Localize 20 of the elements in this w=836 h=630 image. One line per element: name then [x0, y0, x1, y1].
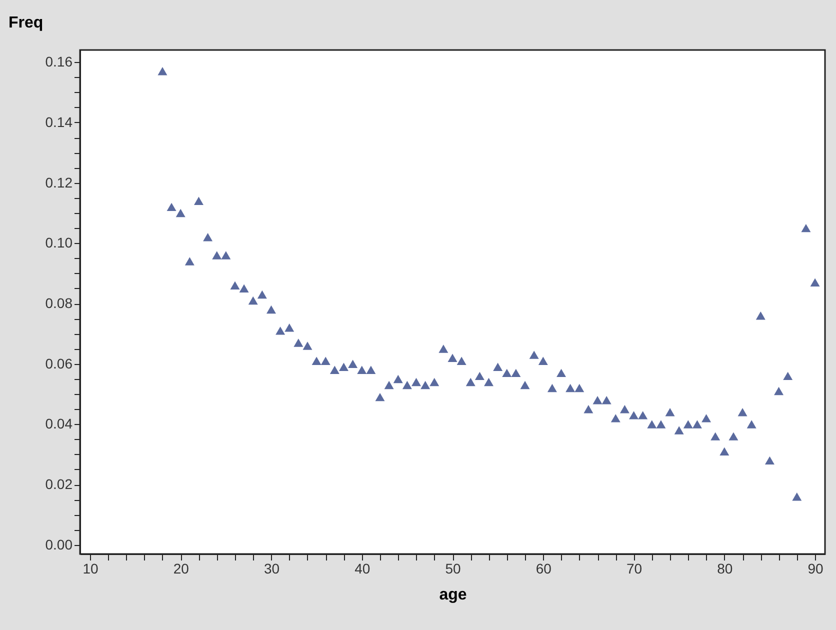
y-tick-label: 0.12	[45, 174, 73, 190]
x-tick-label: 50	[445, 560, 461, 576]
x-tick-label: 90	[808, 560, 824, 576]
x-tick-label: 60	[536, 560, 552, 576]
y-tick-label: 0.10	[45, 234, 73, 251]
y-tick-label: 0.08	[45, 295, 73, 312]
x-tick-label: 30	[264, 560, 280, 576]
x-tick-label: 20	[173, 560, 190, 576]
y-tick-label: 0.04	[45, 416, 73, 432]
x-tick-label: 10	[82, 560, 98, 576]
y-tick-label: 0.16	[45, 54, 73, 70]
y-tick-label: 0.14	[45, 114, 73, 130]
x-axis-title: age	[439, 586, 467, 604]
y-axis-title: Freq	[8, 14, 44, 32]
x-tick-label: 80	[717, 560, 733, 576]
y-tick-label: 0.02	[45, 476, 73, 492]
x-tick-label: 40	[354, 560, 370, 576]
x-tick-label: 70	[626, 560, 642, 576]
y-tick-label: 0.06	[45, 355, 73, 372]
y-tick-label: 0.00	[45, 536, 73, 552]
